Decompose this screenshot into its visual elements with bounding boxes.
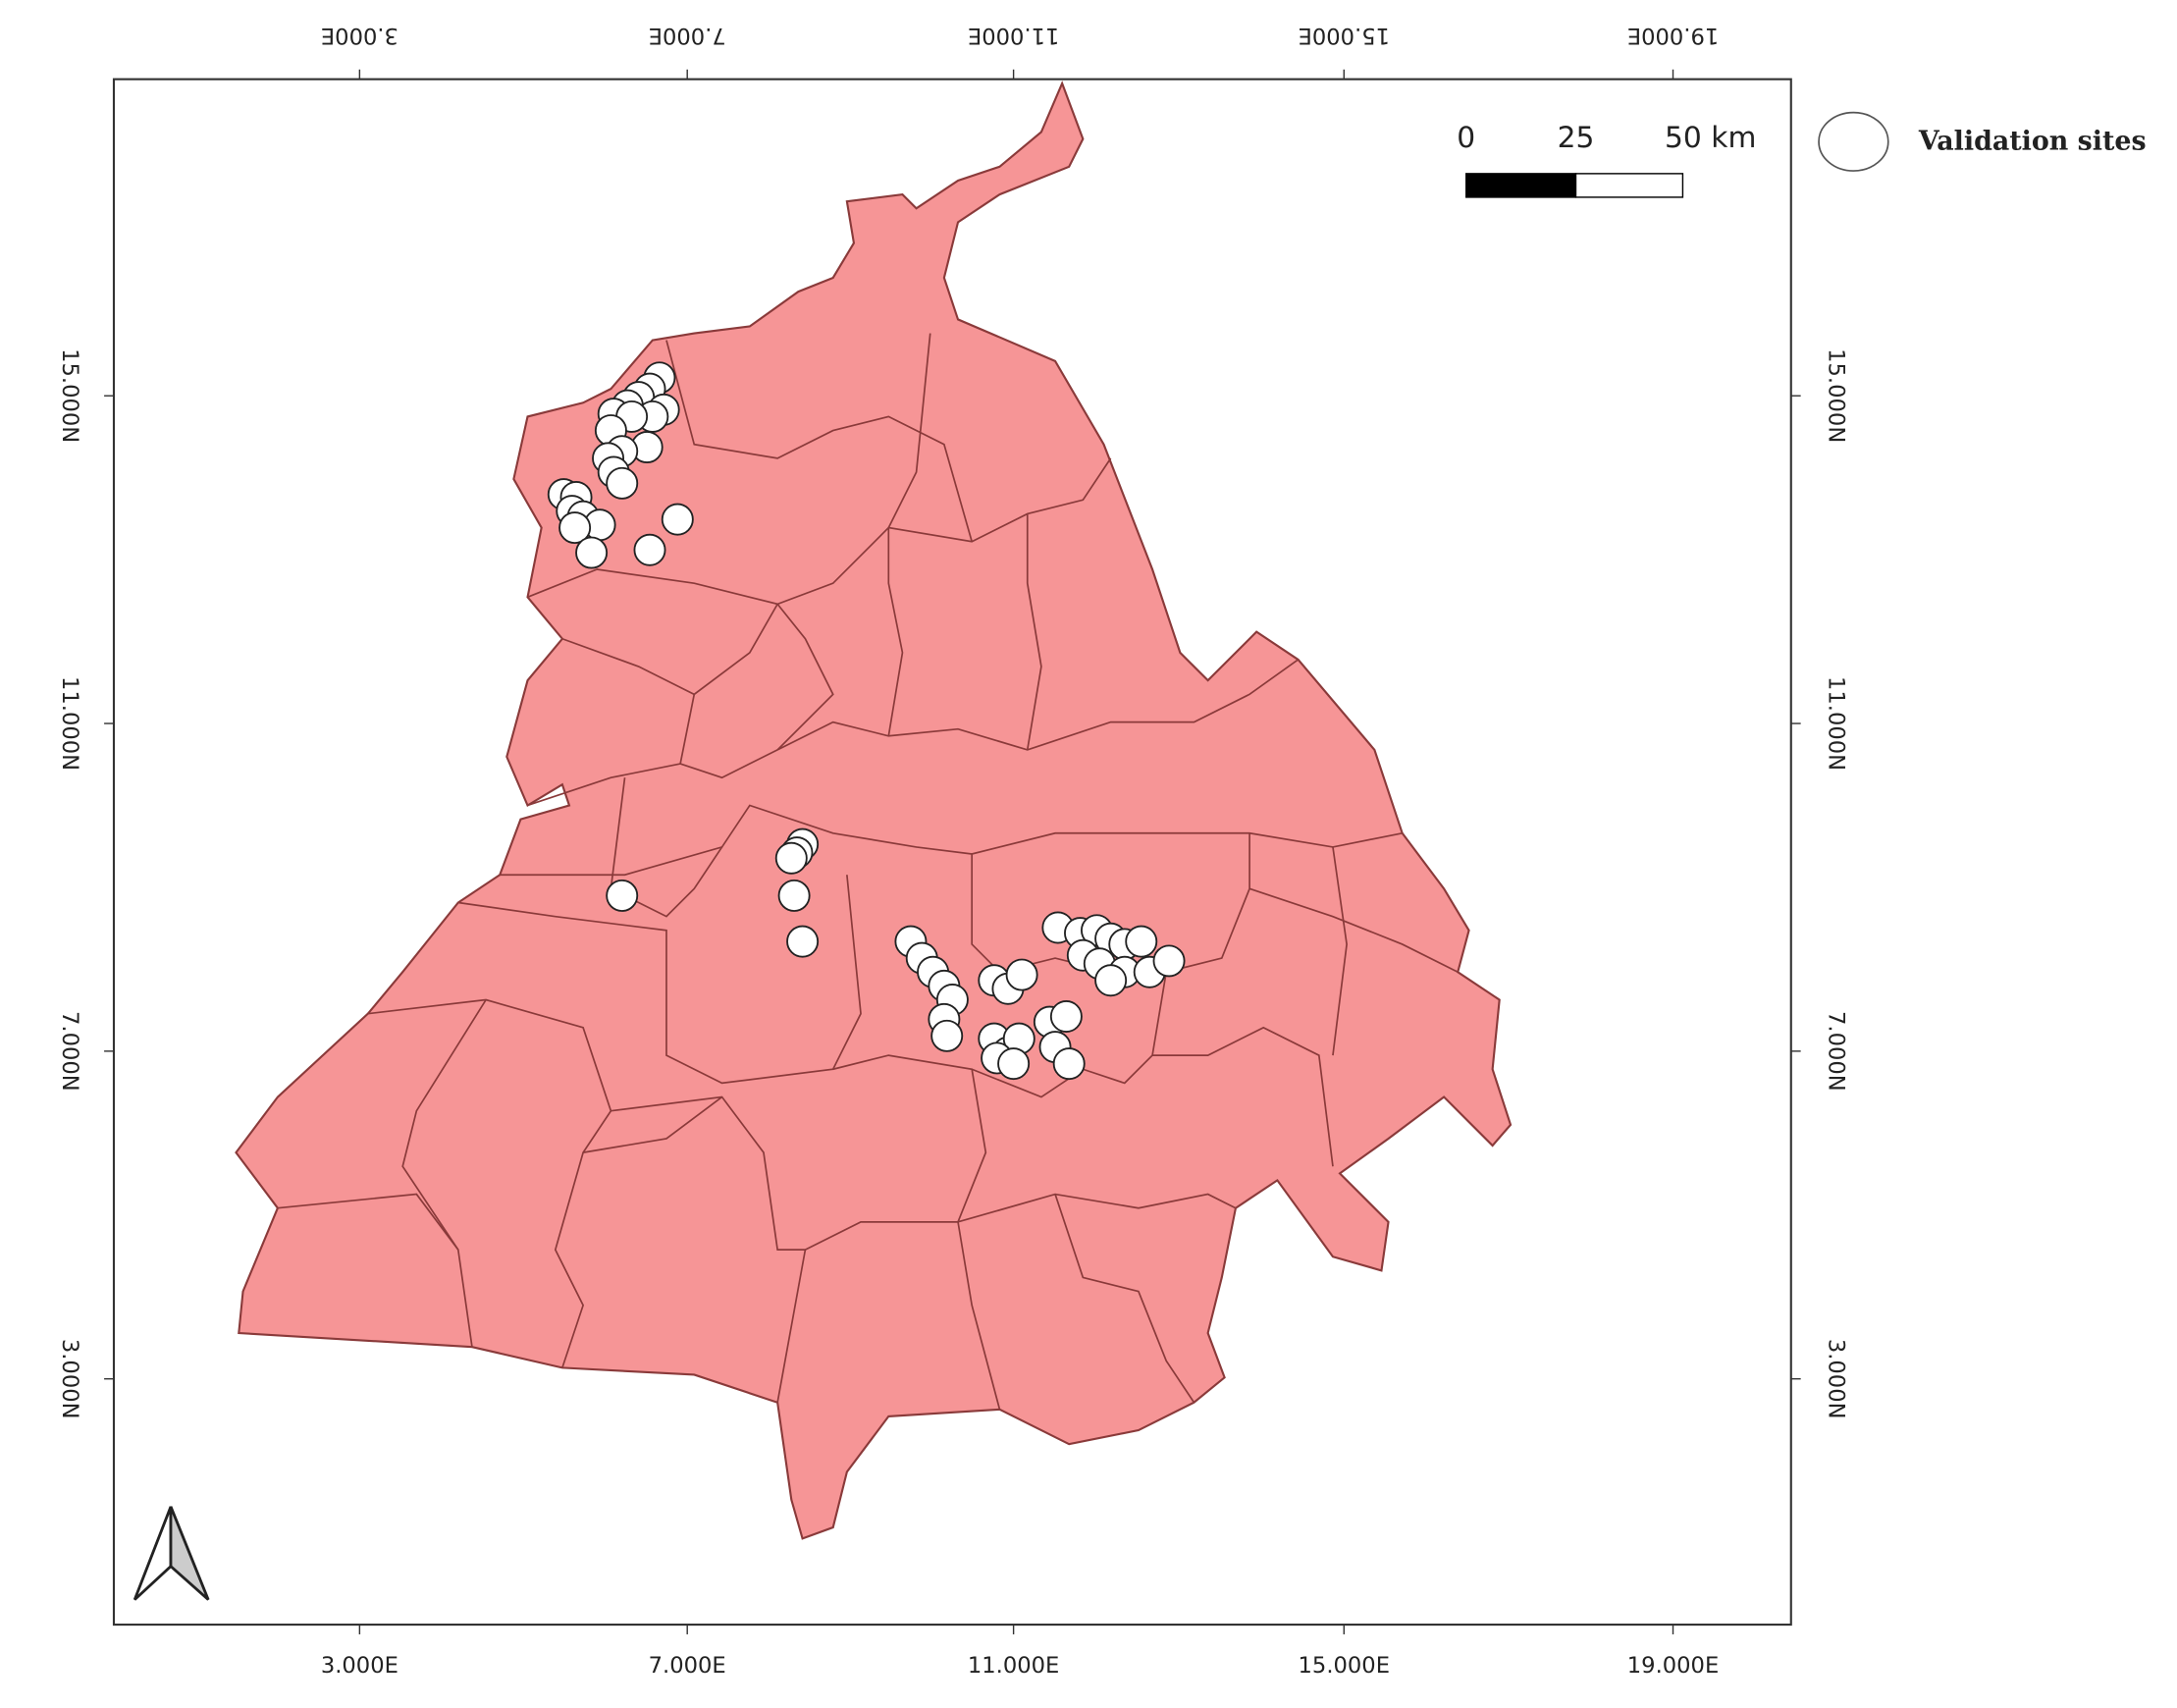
site [575,536,609,569]
grid-label-bottom: 3.000E [321,1653,398,1679]
grid-label-top: 7.000E [649,23,726,48]
map-frame [112,78,1792,1627]
grid-label-bottom: 19.000E [1627,1653,1719,1679]
legend: Validation sites [1818,111,2147,172]
site [1005,958,1038,991]
scale-bar: 0 25 50 km [1457,121,1756,198]
legend-label: Validation sites [1918,127,2147,157]
grid-label-bottom: 11.000E [968,1653,1059,1679]
district-boundaries [277,333,1459,1411]
grid-label-right: 11.000N [1824,676,1849,771]
region [235,80,1513,1540]
site [997,1047,1031,1081]
grid-label-left: 3.000N [57,1339,82,1419]
north-arrow [133,1506,210,1601]
grid-label-top: 11.000E [968,23,1059,48]
grid-label-top: 19.000E [1627,23,1719,48]
site [558,511,592,545]
legend-symbol [1818,111,1889,172]
site [1094,964,1128,997]
scale-label: 25 [1558,121,1595,155]
validation-sites [547,361,1186,1081]
grid-label-left: 11.000N [57,676,82,771]
site [786,925,820,958]
grid-label-left: 15.000N [57,348,82,443]
grid-label-top: 3.000E [321,23,398,48]
scale-label: 50 km [1665,121,1756,155]
grid-label-top: 15.000E [1299,23,1390,48]
site [606,466,639,500]
site [606,879,639,912]
site [661,503,694,536]
scale-bar-white [1574,173,1684,198]
site [774,841,808,875]
scale-bar-black [1465,173,1577,198]
site [1152,944,1186,978]
grid-label-bottom: 15.000E [1299,1653,1390,1679]
site [1052,1047,1086,1081]
site [777,879,811,912]
grid-label-right: 3.000N [1824,1339,1849,1419]
site [633,533,666,566]
site [930,1019,964,1052]
grid-label-right: 15.000N [1824,348,1849,443]
grid-label-left: 7.000N [57,1011,82,1092]
site [1125,925,1158,958]
site [1049,1000,1083,1033]
grid-label-right: 7.000N [1824,1011,1849,1092]
scale-label: 0 [1457,121,1475,155]
grid-label-bottom: 7.000E [649,1653,726,1679]
